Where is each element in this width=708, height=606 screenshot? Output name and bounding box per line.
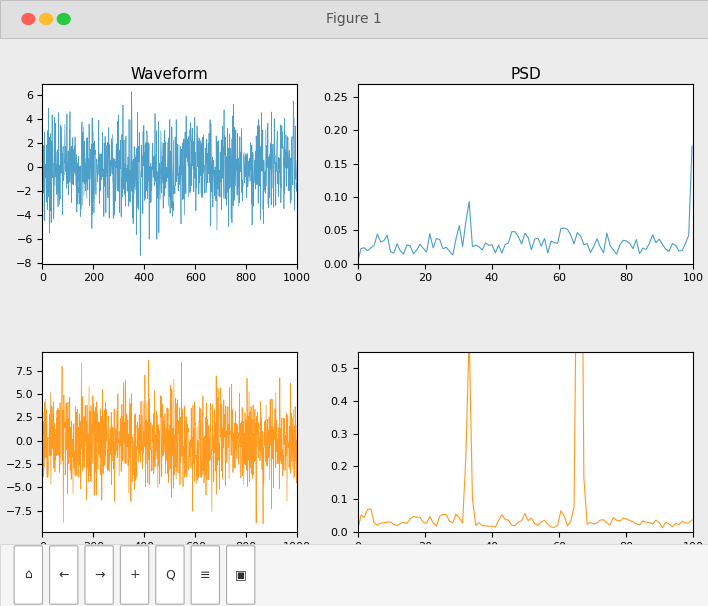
Text: ≡: ≡ bbox=[200, 568, 210, 582]
Text: ▣: ▣ bbox=[235, 568, 246, 582]
Text: +: + bbox=[129, 568, 140, 582]
Text: Q: Q bbox=[165, 568, 175, 582]
Title: Waveform: Waveform bbox=[131, 67, 209, 82]
Title: PSD: PSD bbox=[510, 67, 541, 82]
Text: ←: ← bbox=[59, 568, 69, 582]
Text: ⌂: ⌂ bbox=[24, 568, 33, 582]
Text: →: → bbox=[94, 568, 104, 582]
Text: Figure 1: Figure 1 bbox=[326, 12, 382, 26]
